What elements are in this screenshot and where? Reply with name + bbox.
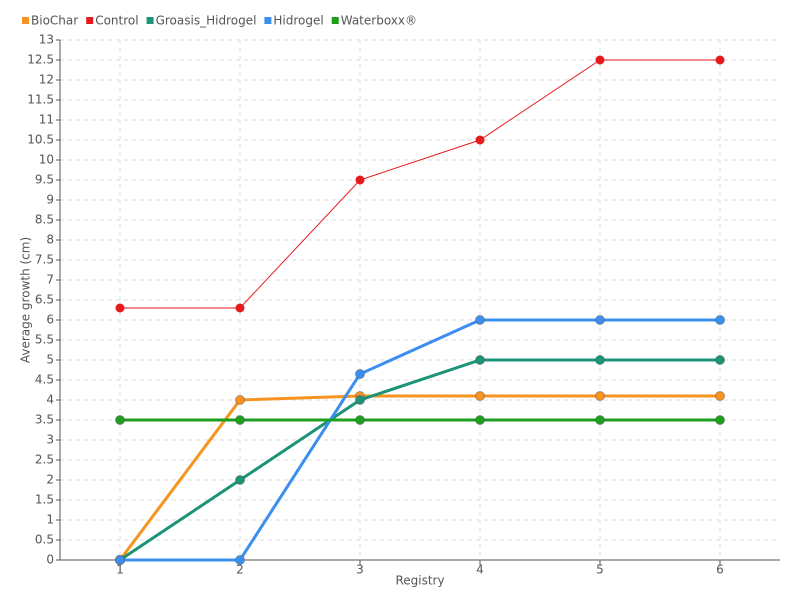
legend-swatch [146,17,154,24]
legend-item: Groasis_Hidrogel [146,14,257,28]
legend-item: Waterboxx® [331,14,417,28]
data-point [115,555,125,565]
data-point [235,475,245,485]
legend-item: Hidrogel [264,14,324,28]
data-point [475,135,485,145]
data-point [595,391,605,401]
y-tick-label: 7.5 [35,253,54,267]
y-tick-label: 13 [39,33,54,47]
data-point [355,395,365,405]
data-point [475,315,485,325]
y-tick-label: 1 [46,513,54,527]
data-point [115,415,125,425]
y-tick-label: 4 [46,393,54,407]
y-tick-label: 3 [46,433,54,447]
legend-label: Waterboxx® [341,14,417,28]
y-tick-label: 10.5 [27,133,54,147]
legend-label: BioChar [31,14,78,28]
data-point [715,355,725,365]
x-tick-label: 2 [236,563,244,577]
data-point [355,175,365,185]
data-point [475,415,485,425]
legend-swatch [331,17,339,24]
y-tick-label: 10 [39,153,54,167]
x-tick-label: 5 [596,563,604,577]
data-point [595,55,605,65]
x-tick-label: 1 [116,563,124,577]
y-tick-label: 5 [46,353,54,367]
series-line [119,358,720,562]
data-point [235,303,245,313]
data-point [715,55,725,65]
y-tick-label: 1.5 [35,493,54,507]
y-tick-label: 2.5 [35,453,54,467]
y-tick-label: 6.5 [35,293,54,307]
x-axis-label: Registry [395,574,444,588]
y-tick-label: 11 [39,113,54,127]
y-tick-label: 12 [39,73,54,87]
data-point [235,395,245,405]
y-tick-label: 11.5 [27,93,54,107]
legend-item: BioChar [22,14,78,28]
y-tick-label: 0 [46,553,54,567]
data-point [355,415,365,425]
y-tick-label: 12.5 [27,53,54,67]
data-point [595,415,605,425]
x-tick-label: 4 [476,563,484,577]
legend-item: Control [86,14,139,28]
data-point [235,555,245,565]
y-tick-label: 4.5 [35,373,54,387]
data-point [115,303,125,313]
x-tick-label: 6 [716,563,724,577]
data-point [475,355,485,365]
legend-swatch [86,17,94,24]
legend-swatch [22,17,29,24]
x-tick-label: 3 [356,563,364,577]
y-tick-label: 6 [46,313,54,327]
y-tick-label: 9.5 [35,173,54,187]
data-point [595,315,605,325]
data-point [715,391,725,401]
data-point [355,369,365,379]
data-point [475,391,485,401]
y-tick-label: 9 [46,193,54,207]
series-line [120,59,720,309]
y-tick-label: 8 [46,233,54,247]
y-tick-label: 8.5 [35,213,54,227]
y-axis-label: Average growth (cm) [19,237,33,363]
data-point [235,415,245,425]
series-line [120,318,720,562]
legend-label: Hidrogel [273,14,323,28]
y-tick-label: 3.5 [35,413,54,427]
data-point [715,315,725,325]
data-point [715,415,725,425]
data-point [595,355,605,365]
y-tick-label: 7 [46,273,54,287]
legend-label: Control [95,14,138,28]
y-tick-label: 2 [46,473,54,487]
y-tick-label: 0.5 [35,533,54,547]
series-line [118,394,720,561]
y-tick-label: 5.5 [35,333,54,347]
legend-swatch [264,17,272,24]
legend-label: Groasis_Hidrogel [156,14,257,28]
